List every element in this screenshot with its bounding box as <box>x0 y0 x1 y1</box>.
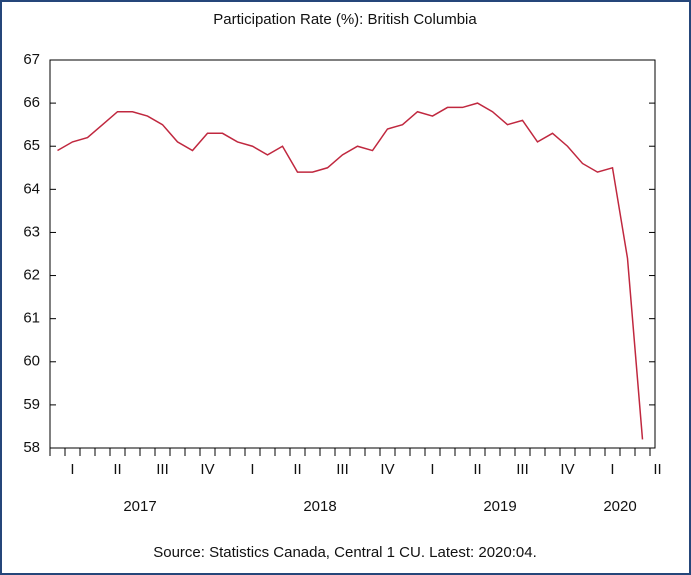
y-tick-label: 62 <box>23 267 40 284</box>
x-quarter-label: II <box>113 461 121 478</box>
x-quarter-label: II <box>293 461 301 478</box>
x-year-label: 2017 <box>123 498 156 515</box>
y-tick-label: 63 <box>23 223 40 240</box>
x-year-label: 2018 <box>303 498 336 515</box>
x-quarter-label: IV <box>380 461 394 478</box>
y-tick-label: 64 <box>23 180 40 197</box>
y-tick-label: 59 <box>23 396 40 413</box>
x-quarter-label: IV <box>560 461 574 478</box>
y-tick-label: 61 <box>23 310 40 327</box>
x-quarter-label: III <box>336 461 349 478</box>
y-tick-label: 66 <box>23 94 40 111</box>
y-tick-label: 58 <box>23 439 40 456</box>
y-tick-label: 60 <box>23 353 40 370</box>
x-quarter-label: IV <box>200 461 214 478</box>
source-note: Source: Statistics Canada, Central 1 CU.… <box>153 544 537 561</box>
data-line <box>57 102 644 440</box>
x-quarter-label: II <box>473 461 481 478</box>
x-quarter-label: I <box>70 461 74 478</box>
x-quarter-label: I <box>250 461 254 478</box>
plot-area <box>49 59 656 449</box>
x-quarter-label: II <box>653 461 661 478</box>
x-quarter-label: III <box>516 461 529 478</box>
x-year-label: 2019 <box>483 498 516 515</box>
x-quarter-label: I <box>430 461 434 478</box>
x-year-label: 2020 <box>603 498 636 515</box>
y-tick-label: 67 <box>23 51 40 68</box>
x-quarter-label: III <box>156 461 169 478</box>
x-quarter-label: I <box>610 461 614 478</box>
chart-title: Participation Rate (%): British Columbia <box>213 11 477 28</box>
y-tick-label: 65 <box>23 137 40 154</box>
